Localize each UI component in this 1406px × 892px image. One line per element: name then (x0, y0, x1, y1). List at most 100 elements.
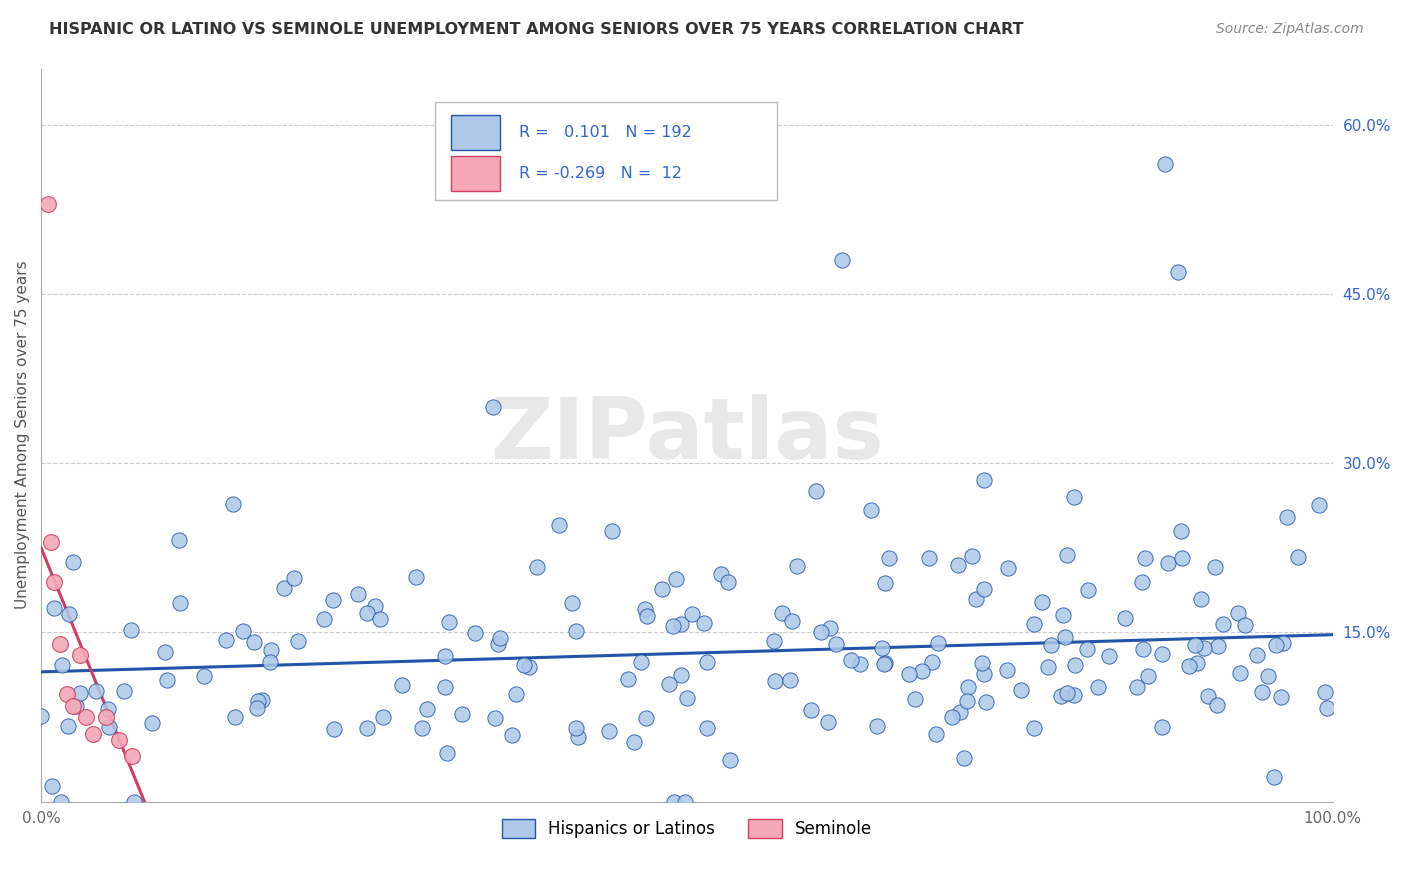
Point (904, 691, 927, 706)
Point (849, 657, 872, 672)
Point (949, 705, 972, 719)
Point (1031, 594, 1053, 608)
Point (665, 572, 688, 586)
Point (1257, 669, 1279, 683)
Point (669, 668, 692, 682)
Point (779, 673, 801, 687)
Point (800, 703, 823, 717)
Point (41, 535, 63, 549)
Point (810, 624, 832, 639)
Point (49, 637, 72, 651)
FancyBboxPatch shape (450, 156, 499, 191)
Point (1152, 720, 1174, 734)
Point (156, 673, 179, 687)
Point (561, 596, 583, 610)
Point (965, 591, 987, 606)
Point (124, 795, 146, 809)
Point (1010, 683, 1032, 698)
Point (1036, 660, 1059, 674)
Point (1087, 680, 1109, 694)
Point (630, 655, 652, 669)
Point (875, 656, 897, 670)
Point (364, 599, 387, 613)
Point (925, 726, 948, 740)
Point (1275, 509, 1298, 524)
Point (65, 699, 87, 714)
Point (501, 728, 523, 742)
Point (662, 795, 685, 809)
Point (1192, 641, 1215, 656)
Point (1226, 606, 1249, 620)
Point (346, 587, 368, 601)
Point (693, 615, 716, 630)
Point (651, 582, 673, 596)
Point (1206, 698, 1229, 713)
Point (1077, 582, 1099, 597)
Point (1286, 550, 1309, 565)
Point (84, 684, 107, 698)
Point (246, 694, 269, 708)
Point (956, 681, 979, 695)
Point (1022, 721, 1045, 735)
Point (1076, 641, 1098, 656)
Point (322, 723, 344, 737)
Point (259, 655, 281, 669)
Point (356, 606, 378, 620)
Point (927, 636, 949, 650)
Point (1126, 680, 1149, 694)
Point (824, 637, 846, 651)
Point (486, 637, 509, 651)
Point (112, 684, 135, 698)
Point (1063, 688, 1085, 702)
Point (960, 549, 983, 563)
Point (30, 709, 52, 723)
Point (974, 695, 997, 709)
Point (804, 484, 827, 499)
Point (1229, 666, 1251, 681)
Point (1056, 685, 1078, 699)
Point (450, 706, 472, 721)
Point (870, 640, 893, 655)
Point (567, 730, 589, 744)
Point (273, 581, 295, 595)
Point (817, 714, 839, 729)
Point (1271, 636, 1294, 650)
Point (484, 711, 506, 725)
Point (1263, 770, 1285, 784)
Point (246, 701, 269, 715)
Point (1233, 618, 1256, 632)
Point (224, 710, 246, 724)
Point (97, 702, 120, 716)
Point (260, 642, 283, 657)
Point (598, 723, 620, 738)
Point (941, 710, 963, 724)
Point (662, 619, 685, 633)
Point (763, 674, 786, 689)
Point (243, 635, 266, 649)
Point (1054, 630, 1077, 644)
Point (956, 694, 979, 708)
FancyBboxPatch shape (450, 115, 499, 150)
Point (877, 551, 900, 566)
Point (1133, 551, 1156, 566)
Point (42, 574, 65, 589)
Point (669, 617, 692, 632)
Point (1097, 648, 1119, 663)
Point (602, 524, 624, 538)
Point (1316, 700, 1339, 714)
Point (547, 517, 569, 532)
Point (371, 710, 394, 724)
Point (312, 612, 335, 626)
Point (973, 473, 995, 487)
Point (1114, 611, 1136, 625)
Point (49, 795, 72, 809)
Point (696, 655, 718, 669)
Point (1039, 638, 1062, 652)
Point (69, 648, 91, 662)
Point (41, 779, 63, 793)
Point (716, 575, 738, 590)
Point (1170, 524, 1192, 538)
Point (782, 615, 804, 629)
Point (167, 533, 190, 547)
Point (193, 668, 215, 682)
